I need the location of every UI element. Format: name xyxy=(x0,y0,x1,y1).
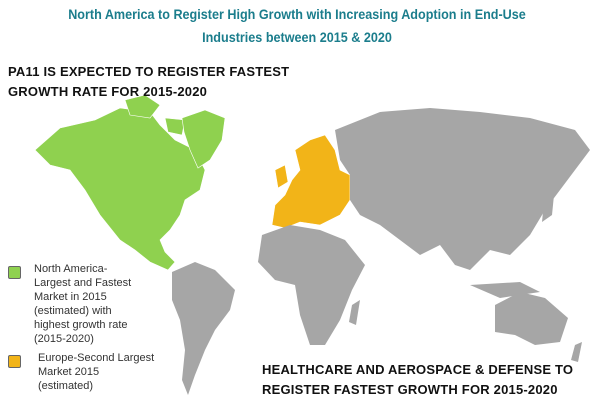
legend-line: (estimated) xyxy=(38,380,94,392)
highlight-line: GROWTH RATE FOR 2015-2020 xyxy=(8,84,208,99)
legend-swatch xyxy=(8,266,21,279)
uk xyxy=(274,164,289,189)
africa xyxy=(258,225,365,345)
australia xyxy=(495,292,568,345)
legend-text: Europe-Second Largest Market 2015 (estim… xyxy=(38,351,154,393)
europe xyxy=(271,134,351,229)
legend-text: North America- Largest and Fastest Marke… xyxy=(34,262,131,346)
canadian-islands xyxy=(124,94,186,136)
legend-line: Largest and Fastest xyxy=(34,277,132,289)
legend-line: (2015-2020) xyxy=(34,333,94,345)
south-america xyxy=(172,262,235,395)
title-line: North America to Register High Growth wi… xyxy=(68,6,526,22)
legend-line: Europe-Second Largest xyxy=(38,352,155,364)
legend-line: (estimated) with xyxy=(34,305,112,317)
legend-line: Market in 2015 xyxy=(34,291,107,303)
new-zealand xyxy=(571,342,582,362)
japan xyxy=(542,185,555,222)
title-line: Industries between 2015 & 2020 xyxy=(202,29,392,45)
highlight-line: REGISTER FASTEST GROWTH FOR 2015-2020 xyxy=(262,382,558,397)
highlight-line: PA11 IS EXPECTED TO REGISTER FASTEST xyxy=(8,64,290,79)
legend-line: North America- xyxy=(34,263,108,275)
legend-line: highest growth rate xyxy=(34,319,128,331)
asia xyxy=(335,108,590,270)
greenland xyxy=(181,109,226,169)
legend-line: Market 2015 xyxy=(38,366,100,378)
madagascar xyxy=(349,300,360,325)
highlight-line: HEALTHCARE AND AEROSPACE & DEFENSE TO xyxy=(262,362,574,377)
legend-swatch xyxy=(8,355,21,368)
